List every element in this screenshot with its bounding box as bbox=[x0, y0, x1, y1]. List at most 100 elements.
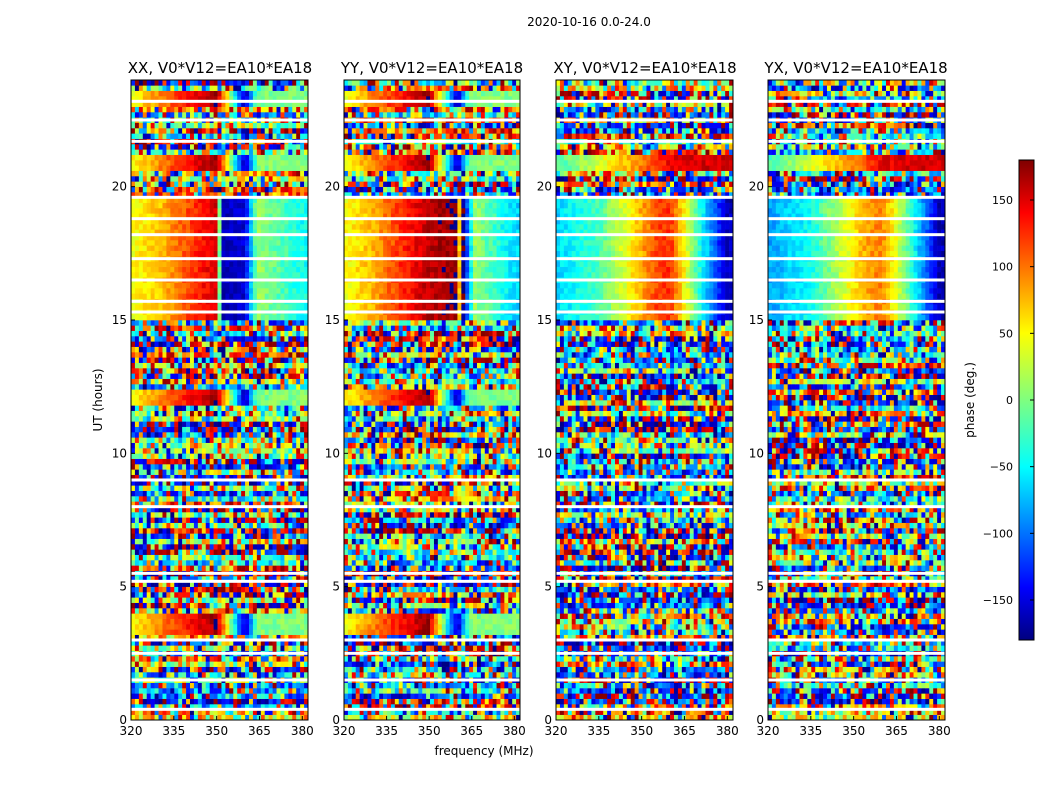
heatmap-cell bbox=[229, 154, 234, 161]
heatmap-cell bbox=[288, 357, 293, 363]
heatmap-cell bbox=[280, 160, 285, 166]
heatmap-cell bbox=[264, 405, 269, 411]
heatmap-cell bbox=[237, 133, 242, 139]
heatmap-cell bbox=[178, 304, 183, 310]
heatmap-cell bbox=[205, 480, 210, 486]
heatmap-cell bbox=[221, 597, 226, 603]
heatmap-cell bbox=[237, 181, 242, 187]
heatmap-cell bbox=[233, 661, 238, 667]
heatmap-cell bbox=[280, 394, 285, 401]
heatmap-cell bbox=[284, 410, 289, 417]
heatmap-cell bbox=[280, 336, 285, 342]
heatmap-cell bbox=[284, 208, 289, 214]
heatmap-cell bbox=[304, 341, 309, 347]
heatmap-cell bbox=[186, 197, 191, 203]
heatmap-cell bbox=[245, 442, 250, 449]
heatmap-cell bbox=[264, 389, 269, 395]
heatmap-cell bbox=[225, 474, 230, 481]
heatmap-cell bbox=[217, 352, 222, 358]
heatmap-cell bbox=[213, 229, 218, 235]
heatmap-cell bbox=[178, 528, 183, 534]
heatmap-cell bbox=[225, 714, 230, 721]
heatmap-cell bbox=[256, 160, 262, 166]
heatmap-cell bbox=[193, 458, 199, 465]
heatmap-cell bbox=[209, 282, 214, 289]
heatmap-cell bbox=[197, 352, 203, 358]
heatmap-cell bbox=[276, 565, 281, 571]
heatmap-cell bbox=[217, 154, 222, 161]
heatmap-cell bbox=[166, 688, 171, 694]
heatmap-cell bbox=[178, 480, 183, 486]
heatmap-cell bbox=[174, 192, 179, 198]
heatmap-cell bbox=[276, 469, 281, 475]
heatmap-cell bbox=[213, 336, 218, 342]
heatmap-cell bbox=[256, 480, 262, 486]
heatmap-cell bbox=[158, 384, 163, 390]
heatmap-cell bbox=[142, 149, 148, 155]
heatmap-cell bbox=[217, 565, 222, 571]
heatmap-cell bbox=[190, 517, 195, 523]
heatmap-cell bbox=[288, 672, 293, 678]
heatmap-cell bbox=[288, 565, 293, 571]
heatmap-cell bbox=[186, 592, 191, 598]
heatmap-cell bbox=[213, 485, 218, 491]
heatmap-cell bbox=[186, 384, 191, 390]
heatmap-cell bbox=[229, 149, 234, 155]
heatmap-cell bbox=[131, 208, 136, 214]
heatmap-cell bbox=[276, 704, 281, 710]
heatmap-cell bbox=[213, 272, 218, 278]
heatmap-cell bbox=[300, 517, 305, 523]
heatmap-cell bbox=[209, 597, 214, 603]
heatmap-cell bbox=[154, 480, 159, 486]
heatmap-cell bbox=[197, 165, 203, 171]
heatmap-cell bbox=[268, 496, 273, 502]
heatmap-cell bbox=[304, 448, 309, 454]
heatmap-cell bbox=[154, 416, 159, 422]
heatmap-cell bbox=[272, 240, 277, 246]
heatmap-cell bbox=[268, 432, 273, 438]
heatmap-cell bbox=[162, 320, 167, 326]
heatmap-cell bbox=[229, 357, 234, 363]
heatmap-cell bbox=[131, 368, 136, 374]
heatmap-cell bbox=[237, 421, 242, 427]
heatmap-cell bbox=[264, 202, 269, 209]
heatmap-cell bbox=[131, 485, 136, 491]
heatmap-cell bbox=[292, 282, 297, 289]
heatmap-cell bbox=[260, 245, 266, 251]
heatmap-cell bbox=[292, 304, 297, 310]
heatmap-cell bbox=[252, 208, 258, 214]
heatmap-cell bbox=[268, 352, 273, 358]
heatmap-cell bbox=[201, 581, 207, 587]
heatmap-cell bbox=[233, 698, 238, 705]
heatmap-cell bbox=[292, 197, 297, 203]
heatmap-cell bbox=[260, 533, 266, 539]
heatmap-cell bbox=[264, 608, 269, 614]
heatmap-cell bbox=[280, 442, 285, 449]
heatmap-cell bbox=[150, 714, 155, 721]
heatmap-cell bbox=[174, 634, 179, 641]
heatmap-cell bbox=[288, 474, 293, 481]
heatmap-cell bbox=[256, 437, 262, 443]
heatmap-cell bbox=[186, 437, 191, 443]
heatmap-cell bbox=[197, 490, 203, 497]
heatmap-cell bbox=[241, 250, 246, 257]
heatmap-cell bbox=[201, 165, 207, 171]
heatmap-cell bbox=[237, 341, 242, 347]
heatmap-cell bbox=[158, 512, 163, 518]
heatmap-cell bbox=[209, 176, 214, 182]
heatmap-cell bbox=[205, 490, 210, 497]
heatmap-cell bbox=[162, 421, 167, 427]
heatmap-cell bbox=[190, 613, 195, 619]
heatmap-cell bbox=[229, 282, 234, 289]
heatmap-cell bbox=[170, 208, 175, 214]
heatmap-cell bbox=[213, 320, 218, 326]
heatmap-cell bbox=[193, 453, 199, 459]
heatmap-cell bbox=[154, 261, 159, 267]
heatmap-cell bbox=[217, 432, 222, 438]
heatmap-cell bbox=[300, 506, 305, 513]
heatmap-cell bbox=[284, 234, 289, 241]
heatmap-cell bbox=[280, 672, 285, 678]
heatmap-cell bbox=[213, 618, 218, 625]
heatmap-cell bbox=[280, 229, 285, 235]
heatmap-cell bbox=[229, 629, 234, 635]
